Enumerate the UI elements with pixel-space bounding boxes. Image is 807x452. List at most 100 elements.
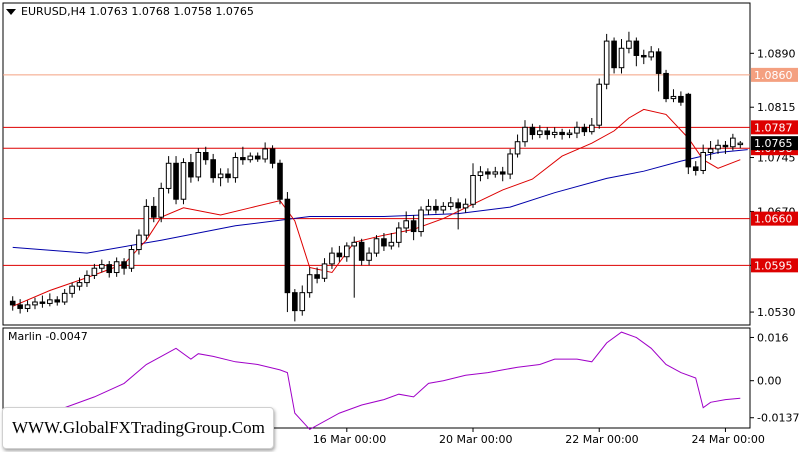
candle-body bbox=[76, 282, 83, 287]
candle-body bbox=[425, 205, 432, 211]
candle-body bbox=[210, 159, 216, 179]
x-tick-label: 20 Mar 00:00 bbox=[439, 433, 512, 446]
y-tick-label: 1.0890 bbox=[757, 47, 796, 60]
indicator-pane-frame bbox=[2, 327, 751, 429]
candle-body bbox=[381, 238, 387, 247]
candle-body bbox=[462, 203, 469, 209]
candle-body bbox=[91, 267, 98, 276]
level-label-box bbox=[751, 67, 798, 82]
candle-body bbox=[589, 124, 595, 133]
candle-body bbox=[366, 252, 372, 261]
candle-body bbox=[574, 126, 580, 134]
candle-body bbox=[618, 47, 625, 69]
dropdown-triangle-icon[interactable] bbox=[6, 9, 16, 15]
candle-body bbox=[633, 40, 640, 56]
candle-body bbox=[106, 264, 113, 274]
candle-body bbox=[648, 51, 654, 58]
candle-body bbox=[596, 83, 603, 126]
candle-body bbox=[336, 252, 343, 258]
watermark-text: WWW.GlobalFXTradingGroup.Com bbox=[12, 418, 265, 437]
candle-body bbox=[566, 132, 573, 136]
candle-body bbox=[692, 166, 699, 171]
candle-body bbox=[640, 54, 647, 58]
candle-body bbox=[678, 95, 684, 103]
symbol-label: EURUSD,H4 bbox=[21, 5, 86, 18]
candle-body bbox=[700, 152, 706, 171]
candle-body bbox=[47, 299, 53, 304]
candle-body bbox=[611, 40, 617, 69]
candle-body bbox=[254, 155, 261, 160]
level-label: 1.0860 bbox=[754, 69, 793, 82]
candle-body bbox=[225, 173, 231, 179]
level-label-box bbox=[751, 211, 798, 226]
level-label-box bbox=[751, 120, 798, 135]
candle-body bbox=[485, 171, 491, 175]
candle-body bbox=[373, 238, 380, 254]
candle-body bbox=[455, 202, 461, 209]
candle-body bbox=[603, 40, 610, 85]
candle-body bbox=[180, 162, 187, 200]
candle-body bbox=[440, 205, 447, 211]
indicator-label: Marlin -0.0047 bbox=[8, 330, 88, 343]
candle-body bbox=[217, 173, 224, 179]
candle-body bbox=[269, 148, 276, 164]
chart-header: EURUSD,H4 1.0763 1.0768 1.0758 1.0765 bbox=[6, 5, 254, 18]
ind-tick-label: 0.016 bbox=[757, 331, 789, 344]
candle-body bbox=[559, 131, 565, 136]
candle-body bbox=[351, 241, 358, 247]
candle-body bbox=[188, 162, 194, 178]
candle-body bbox=[314, 274, 320, 279]
candle-body bbox=[433, 205, 439, 211]
candle-body bbox=[292, 292, 298, 312]
candle-body bbox=[195, 152, 202, 178]
current-price-box bbox=[751, 136, 798, 151]
watermark-box: WWW.GlobalFXTradingGroup.Com bbox=[2, 407, 274, 449]
x-tick-label: 24 Mar 00:00 bbox=[691, 433, 764, 446]
candle-body bbox=[529, 126, 536, 136]
candle-body bbox=[522, 126, 528, 143]
candle-body bbox=[329, 252, 335, 265]
candle-body bbox=[54, 299, 61, 303]
candle-body bbox=[670, 95, 677, 100]
y-tick-label: 1.0815 bbox=[757, 101, 796, 114]
marlin-oscillator-line bbox=[12, 331, 741, 431]
candle-body bbox=[737, 142, 744, 146]
candle-body bbox=[150, 205, 157, 218]
x-tick-label: 16 Mar 00:00 bbox=[313, 433, 386, 446]
candle-body bbox=[262, 148, 268, 160]
candle-body bbox=[395, 227, 402, 243]
candle-body bbox=[299, 292, 306, 312]
candle-body bbox=[730, 137, 736, 148]
candle-body bbox=[232, 157, 239, 179]
candle-body bbox=[84, 274, 90, 284]
moving-average-red bbox=[12, 108, 741, 307]
candle-body bbox=[507, 153, 513, 175]
candle-body bbox=[240, 157, 246, 161]
candle-body bbox=[99, 264, 105, 269]
candle-body bbox=[165, 162, 172, 189]
candle-body bbox=[9, 300, 16, 306]
candle-body bbox=[202, 152, 209, 161]
candle-body bbox=[69, 285, 75, 294]
candle-body bbox=[24, 304, 31, 309]
candle-body bbox=[284, 198, 291, 294]
candle-body bbox=[492, 171, 499, 175]
candle-body bbox=[306, 274, 313, 294]
candle-body bbox=[655, 51, 662, 74]
level-label: 1.0660 bbox=[754, 213, 793, 226]
candle-body bbox=[136, 234, 142, 251]
candle-body bbox=[121, 261, 127, 269]
candle-body bbox=[477, 171, 484, 176]
candle-body bbox=[247, 155, 254, 161]
candle-body bbox=[410, 220, 417, 233]
ohlc-values: 1.0763 1.0768 1.0758 1.0765 bbox=[89, 5, 254, 18]
candle-body bbox=[581, 126, 588, 133]
moving-average-blue bbox=[12, 149, 748, 254]
ind-tick-label: 0.00 bbox=[757, 375, 782, 388]
indicator-pane: -0.0137 0.00 0.016 bbox=[2, 327, 799, 431]
x-tick-label: 22 Mar 00:00 bbox=[565, 433, 638, 446]
candle-body bbox=[321, 263, 328, 279]
candle-body bbox=[626, 40, 632, 49]
candle-body bbox=[715, 144, 721, 150]
